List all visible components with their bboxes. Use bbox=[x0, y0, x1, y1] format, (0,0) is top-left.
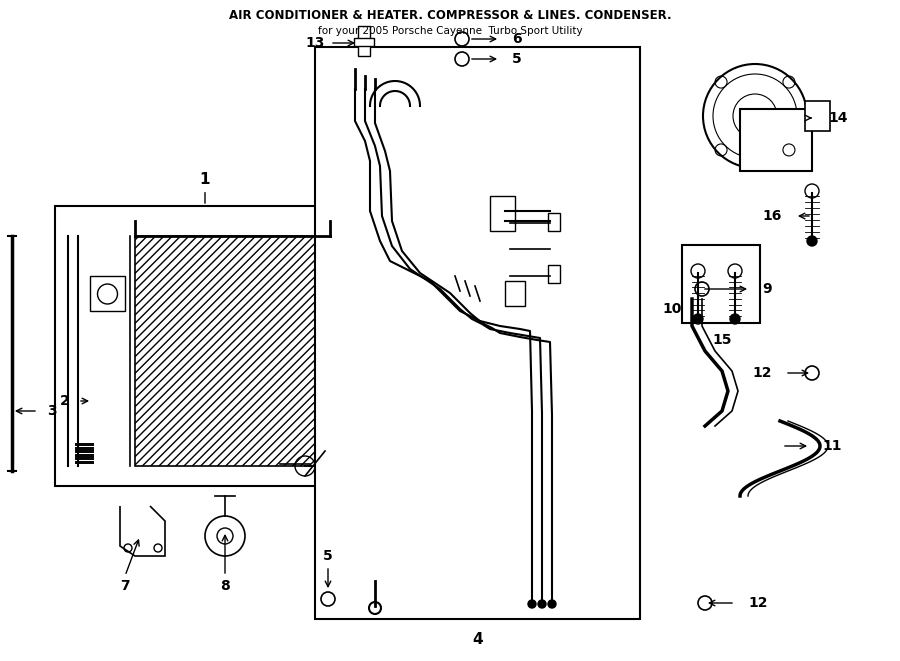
Text: 3: 3 bbox=[47, 404, 57, 418]
Text: 1: 1 bbox=[200, 172, 211, 203]
Circle shape bbox=[538, 600, 546, 608]
Text: 5: 5 bbox=[512, 52, 522, 66]
Circle shape bbox=[730, 314, 740, 324]
Bar bbox=[805, 101, 830, 131]
Bar bbox=[135, 236, 330, 466]
Bar bbox=[505, 281, 525, 306]
Bar bbox=[490, 196, 515, 231]
Bar bbox=[315, 47, 640, 619]
Bar bbox=[682, 245, 760, 323]
Circle shape bbox=[528, 600, 536, 608]
Text: AIR CONDITIONER & HEATER. COMPRESSOR & LINES. CONDENSER.: AIR CONDITIONER & HEATER. COMPRESSOR & L… bbox=[229, 9, 671, 22]
Text: 2: 2 bbox=[60, 394, 70, 408]
Circle shape bbox=[807, 236, 817, 246]
Text: 14: 14 bbox=[828, 111, 848, 125]
Text: 12: 12 bbox=[748, 596, 768, 610]
Circle shape bbox=[693, 314, 703, 324]
Bar bbox=[90, 276, 125, 311]
Text: for your 2005 Porsche Cayenne  Turbo Sport Utility: for your 2005 Porsche Cayenne Turbo Spor… bbox=[318, 26, 582, 36]
Text: 6: 6 bbox=[512, 32, 522, 46]
Text: 4: 4 bbox=[472, 631, 483, 646]
Text: 16: 16 bbox=[762, 209, 782, 223]
Text: 8: 8 bbox=[220, 579, 230, 593]
Text: 5: 5 bbox=[323, 549, 333, 563]
Bar bbox=[55, 206, 355, 486]
Text: 11: 11 bbox=[822, 439, 842, 453]
Bar bbox=[354, 38, 374, 46]
Bar bbox=[358, 26, 370, 56]
Text: 7: 7 bbox=[121, 579, 130, 593]
Text: 10: 10 bbox=[662, 302, 682, 316]
Bar bbox=[548, 213, 560, 231]
Bar bbox=[548, 265, 560, 283]
Text: 15: 15 bbox=[712, 333, 732, 347]
Circle shape bbox=[548, 600, 556, 608]
Text: 13: 13 bbox=[305, 36, 325, 50]
Text: 9: 9 bbox=[762, 282, 771, 296]
Bar bbox=[740, 109, 812, 171]
Text: 12: 12 bbox=[752, 366, 772, 380]
